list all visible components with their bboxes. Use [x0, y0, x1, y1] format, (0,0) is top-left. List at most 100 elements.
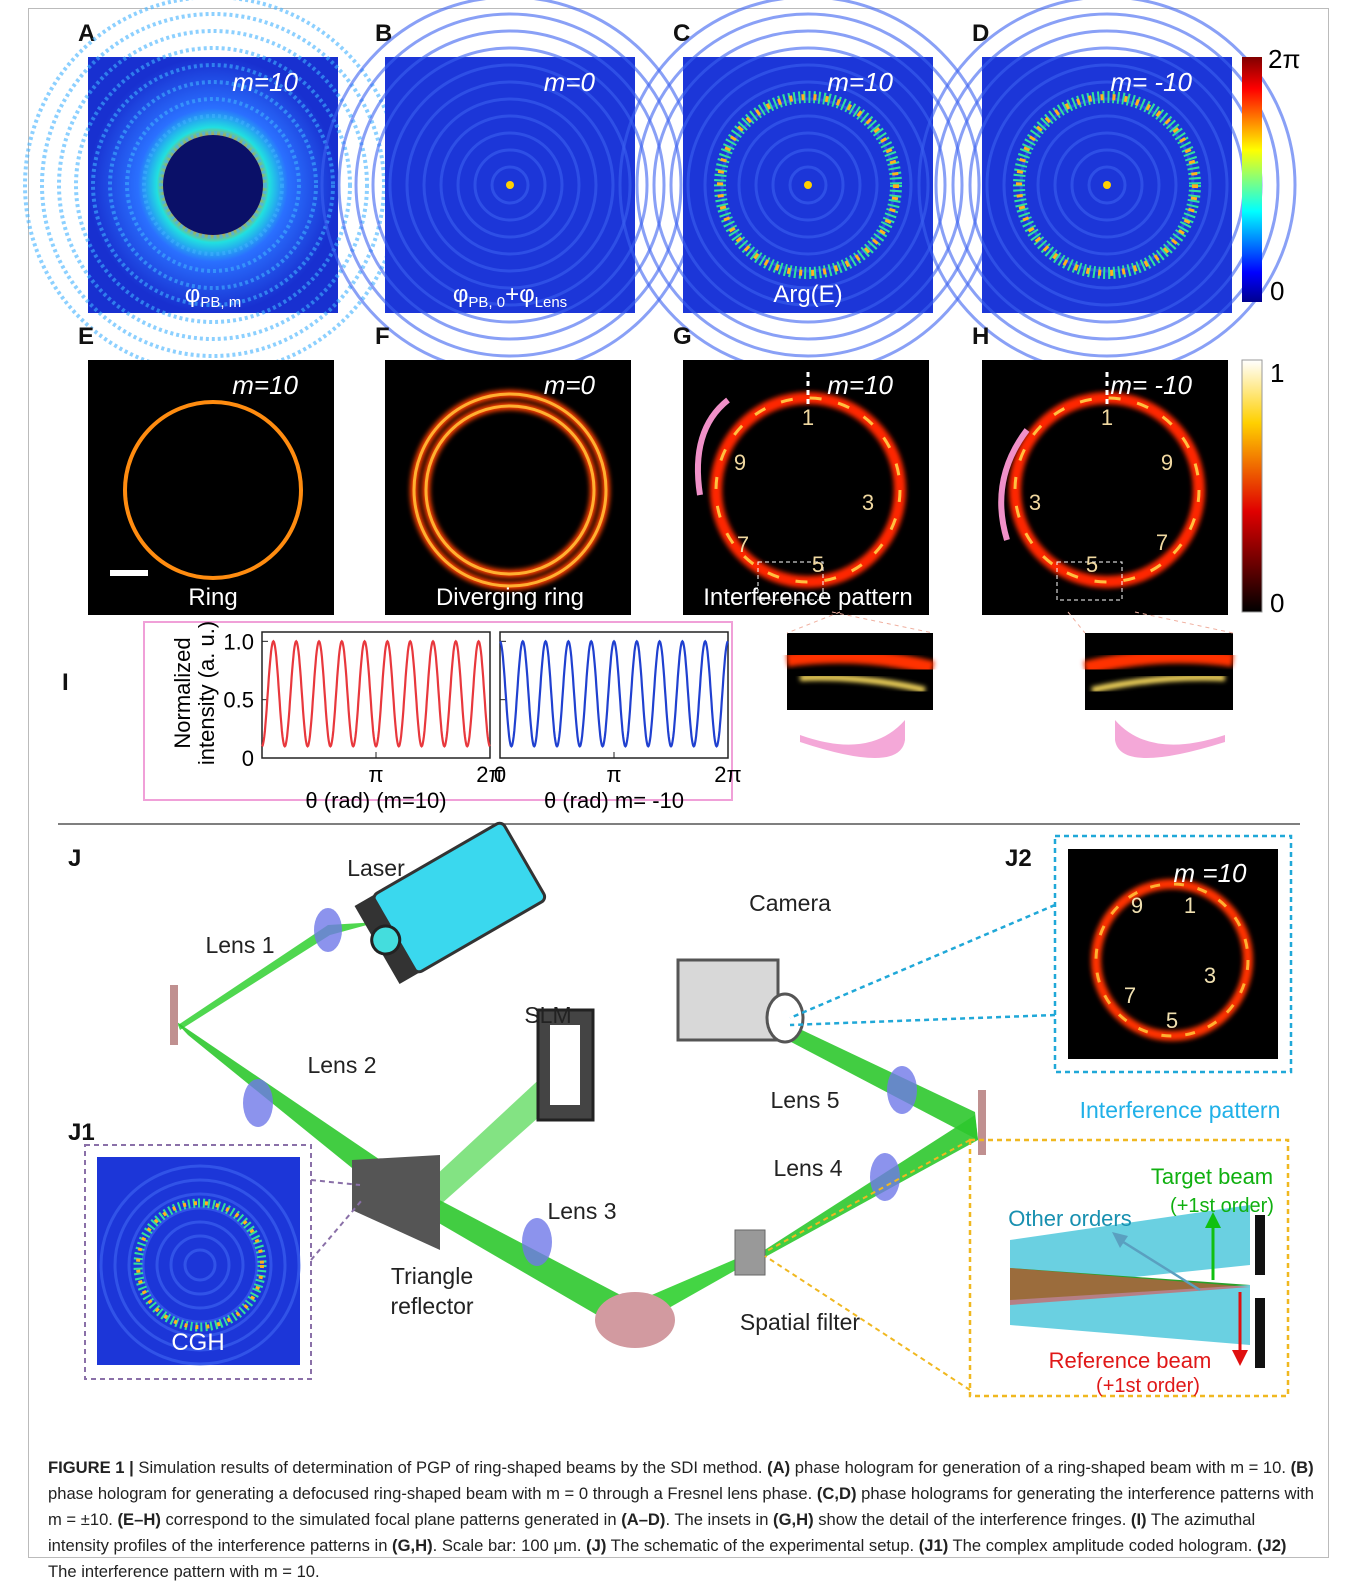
j2-caption: Interference pattern — [1080, 1097, 1281, 1123]
caption-part: Interference pattern — [703, 584, 912, 611]
colorbar-intensity — [1242, 360, 1262, 612]
x-tick-label: 2π — [714, 762, 741, 787]
panel-label: A — [78, 20, 95, 47]
center — [506, 181, 514, 189]
caption-part: (I) — [1131, 1510, 1147, 1529]
caption-part: correspond to the simulated focal plane … — [161, 1510, 621, 1529]
component-label: Lens 4 — [773, 1155, 842, 1181]
fringe-number: 3 — [1204, 963, 1216, 988]
caption-part: The complex amplitude coded hologram. — [948, 1536, 1257, 1555]
fringe-number: 5 — [1086, 552, 1098, 577]
fringe-number: 1 — [1101, 405, 1113, 430]
caption-part: (E–H) — [118, 1510, 161, 1529]
panel-annotation: m= -10 — [1110, 370, 1192, 400]
caption-part: Ring — [188, 584, 237, 611]
component-label: Spatial filter — [740, 1309, 861, 1335]
plot-frame — [500, 632, 728, 758]
caption-part: φ — [185, 281, 201, 308]
y-axis-label: Normalized intensity (a. u.) — [170, 621, 219, 765]
x-axis-label: θ (rad) m= -10 — [544, 788, 684, 813]
colorbar-phase — [1242, 57, 1262, 302]
component-label: Lens 2 — [307, 1052, 376, 1078]
panel-label: H — [972, 323, 989, 350]
x-axis-label: θ (rad) (m=10) — [305, 788, 446, 813]
x-tick-label: π — [368, 762, 383, 787]
caption-part: FIGURE 1 | — [48, 1458, 134, 1477]
component-label: reflector — [390, 1293, 473, 1319]
caption-part: +φ — [505, 281, 535, 308]
reference-beam-label: Reference beam — [1049, 1348, 1212, 1373]
caption-part: . Scale bar: 100 μm. — [433, 1536, 586, 1555]
component-label: Lens 5 — [770, 1087, 839, 1113]
y-tick-label: 0.5 — [223, 688, 254, 713]
subscript: Lens — [535, 294, 568, 311]
colorbar-min: 0 — [1270, 276, 1284, 306]
panel: Bm=0φPB, 0+φLens — [322, 0, 698, 373]
caption-part: (G,H) — [392, 1536, 433, 1555]
fringe-number: 7 — [737, 532, 749, 557]
target-beam-label: Target beam — [1151, 1164, 1273, 1189]
panel-annotation: m=10 — [232, 67, 298, 97]
component-label: SLM — [524, 1002, 571, 1028]
caption-part: (G,H) — [773, 1510, 814, 1529]
panel-annotation: m=10 — [827, 67, 893, 97]
fringe-number: 9 — [734, 450, 746, 475]
colorbar-max: 2π — [1268, 44, 1300, 74]
fringe-number: 5 — [1166, 1008, 1178, 1033]
schematic: J Laser Lens 1 SLM Lens 2 Camera Lens 5 … — [68, 821, 1291, 1397]
caption-part: The interference pattern with m = 10. — [48, 1562, 320, 1581]
figure-caption: FIGURE 1 | Simulation results of determi… — [48, 1455, 1316, 1585]
x-tick-label: π — [606, 762, 621, 787]
component-label: Lens 1 — [205, 932, 274, 958]
caption-part: show the detail of the interference frin… — [814, 1510, 1131, 1529]
caption-part: (J) — [586, 1536, 606, 1555]
center — [804, 181, 812, 189]
caption-part: (A–D) — [621, 1510, 665, 1529]
caption-part: (A) — [767, 1458, 790, 1477]
y-axis-label-line: Normalized — [170, 637, 195, 748]
caption-part: Arg(E) — [773, 281, 842, 308]
reference-beam-label: (+1st order) — [1096, 1375, 1200, 1397]
panel-caption: Ring — [188, 584, 237, 611]
caption-part: (J1) — [919, 1536, 949, 1555]
caption-part: (C,D) — [817, 1484, 857, 1503]
y-axis-label-line: intensity (a. u.) — [194, 621, 219, 765]
subscript: PB, m — [200, 294, 241, 311]
colorbar-max: 1 — [1270, 358, 1284, 388]
panel-caption: Interference pattern — [703, 584, 912, 611]
panel-caption: Diverging ring — [436, 584, 584, 611]
inset-h — [1085, 633, 1233, 758]
center — [1103, 181, 1111, 189]
inset-g — [787, 633, 933, 758]
panel-caption: Arg(E) — [773, 281, 842, 308]
panel-label: F — [375, 323, 390, 350]
caption-part: phase hologram for generation of a ring-… — [790, 1458, 1290, 1477]
zoom-line — [1068, 612, 1085, 633]
target-beam-label: (+1st order) — [1170, 1195, 1274, 1217]
panel: Am=10 φPB, m — [25, 0, 401, 373]
caption-part: The schematic of the experimental setup. — [606, 1536, 918, 1555]
panel: Em=10Ring — [78, 323, 334, 615]
panel-label: J2 — [1005, 845, 1032, 872]
panel-label: E — [78, 323, 94, 350]
caption-part: Simulation results of determination of P… — [134, 1458, 767, 1477]
y-tick-label: 1.0 — [223, 629, 254, 654]
intensity-curve — [262, 641, 490, 746]
fringe-number: 7 — [1156, 530, 1168, 555]
other-orders-label: Other orders — [1008, 1206, 1132, 1231]
caption-part: Diverging ring — [436, 584, 584, 611]
component-label: Laser — [347, 855, 405, 881]
caption-part: φ — [453, 281, 469, 308]
panel-label: G — [673, 323, 692, 350]
panel-annotation: m=0 — [544, 67, 596, 97]
zoom-line — [832, 612, 933, 633]
fringe-number: 9 — [1161, 450, 1173, 475]
y-tick-label: 0 — [242, 746, 254, 771]
scale-bar — [110, 570, 148, 576]
colorbar-min: 0 — [1270, 588, 1284, 618]
panel-label: J1 — [68, 1119, 95, 1146]
panel-label: C — [673, 20, 690, 47]
fringe-number: 3 — [862, 490, 874, 515]
